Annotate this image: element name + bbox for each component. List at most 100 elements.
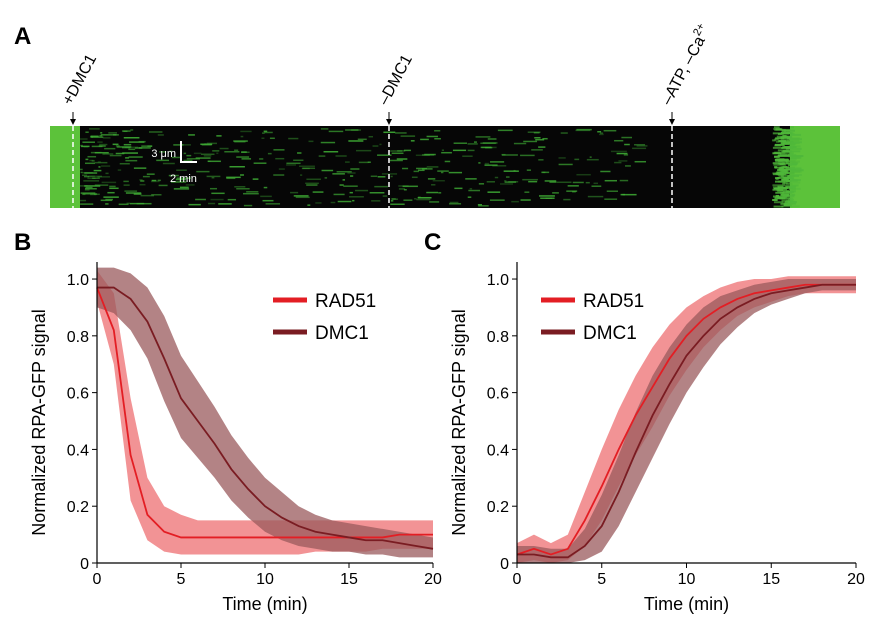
speckle: [278, 168, 285, 170]
speckle: [773, 187, 780, 190]
speckle: [370, 175, 378, 178]
speckle: [241, 151, 247, 153]
speckle: [478, 162, 481, 164]
speckle: [293, 195, 309, 197]
speckle: [333, 193, 345, 196]
x-tick-label: 15: [762, 571, 780, 588]
y-tick-label: 0.8: [67, 329, 89, 346]
speckle: [528, 180, 538, 183]
speckle: [780, 138, 790, 141]
speckle: [288, 137, 299, 140]
speckle: [211, 177, 215, 179]
speckle: [343, 185, 358, 187]
speckle: [93, 169, 102, 172]
speckle: [179, 186, 189, 189]
speckle: [200, 153, 215, 156]
speckle: [133, 167, 147, 169]
speckle: [128, 156, 143, 158]
speckle: [369, 192, 385, 194]
speckle: [377, 176, 386, 178]
speckle: [109, 187, 119, 190]
speckle: [402, 167, 409, 170]
y-tick-label: 1.0: [67, 272, 89, 289]
speckle: [772, 184, 786, 187]
speckle: [236, 156, 250, 158]
speckle: [524, 191, 530, 193]
speckle: [775, 196, 788, 199]
speckle: [566, 190, 578, 192]
speckle: [567, 185, 579, 187]
speckle: [305, 182, 319, 185]
speckle: [102, 137, 111, 139]
speckle: [306, 178, 321, 181]
speckle: [777, 185, 784, 188]
kymograph: 3 μm 2 min: [50, 126, 840, 208]
speckle: [467, 149, 475, 152]
speckle: [85, 186, 93, 189]
speckle: [778, 153, 788, 156]
speckle: [789, 152, 794, 155]
y-tick-label: 0: [500, 556, 509, 573]
speckle: [449, 201, 459, 204]
speckle: [531, 149, 543, 151]
speckle: [535, 139, 545, 141]
speckle: [129, 141, 145, 143]
speckle: [417, 196, 432, 199]
speckle: [379, 143, 382, 146]
speckle: [788, 198, 794, 201]
speckle: [367, 161, 371, 163]
speckle: [791, 170, 801, 173]
speckle: [523, 140, 538, 143]
speckle: [372, 145, 379, 147]
speckle: [377, 154, 392, 156]
speckle: [560, 132, 568, 134]
y-tick-label: 0.2: [487, 499, 509, 516]
speckle: [94, 152, 109, 154]
speckle: [123, 137, 140, 139]
speckle: [501, 154, 518, 156]
speckle: [786, 139, 800, 142]
speckle: [788, 155, 792, 158]
speckle: [790, 133, 802, 136]
speckle: [563, 198, 571, 201]
speckle: [383, 131, 396, 134]
speckle: [603, 129, 617, 132]
speckle: [542, 137, 548, 140]
speckle: [772, 146, 783, 149]
speckle: [259, 158, 264, 160]
speckle: [497, 129, 513, 132]
speckle: [125, 146, 139, 149]
line: [96, 287, 433, 539]
kymograph-signal: [50, 126, 80, 208]
speckle: [526, 169, 531, 171]
speckle: [391, 152, 404, 155]
speckle: [467, 143, 478, 145]
speckle: [357, 138, 367, 141]
speckle: [173, 188, 190, 190]
speckle: [352, 199, 355, 202]
speckle: [350, 168, 360, 170]
speckle: [600, 132, 604, 134]
speckle: [780, 142, 788, 145]
speckle: [125, 157, 130, 159]
speckle: [295, 196, 310, 199]
speckle: [318, 155, 326, 157]
speckle: [475, 136, 491, 138]
event-label: +DMC1: [60, 52, 101, 108]
speckle: [229, 165, 245, 168]
speckle: [478, 205, 489, 207]
speckle: [544, 180, 557, 182]
speckle: [589, 156, 592, 158]
speckle: [390, 200, 394, 202]
speckle: [216, 135, 222, 137]
speckle: [89, 128, 100, 130]
speckle: [454, 187, 463, 190]
speckle: [84, 172, 98, 174]
speckle: [130, 129, 134, 131]
speckle: [138, 147, 151, 149]
speckle: [621, 136, 633, 139]
speckle: [776, 176, 786, 179]
speckle: [109, 154, 122, 157]
speckle: [773, 201, 784, 204]
speckle: [575, 129, 591, 132]
